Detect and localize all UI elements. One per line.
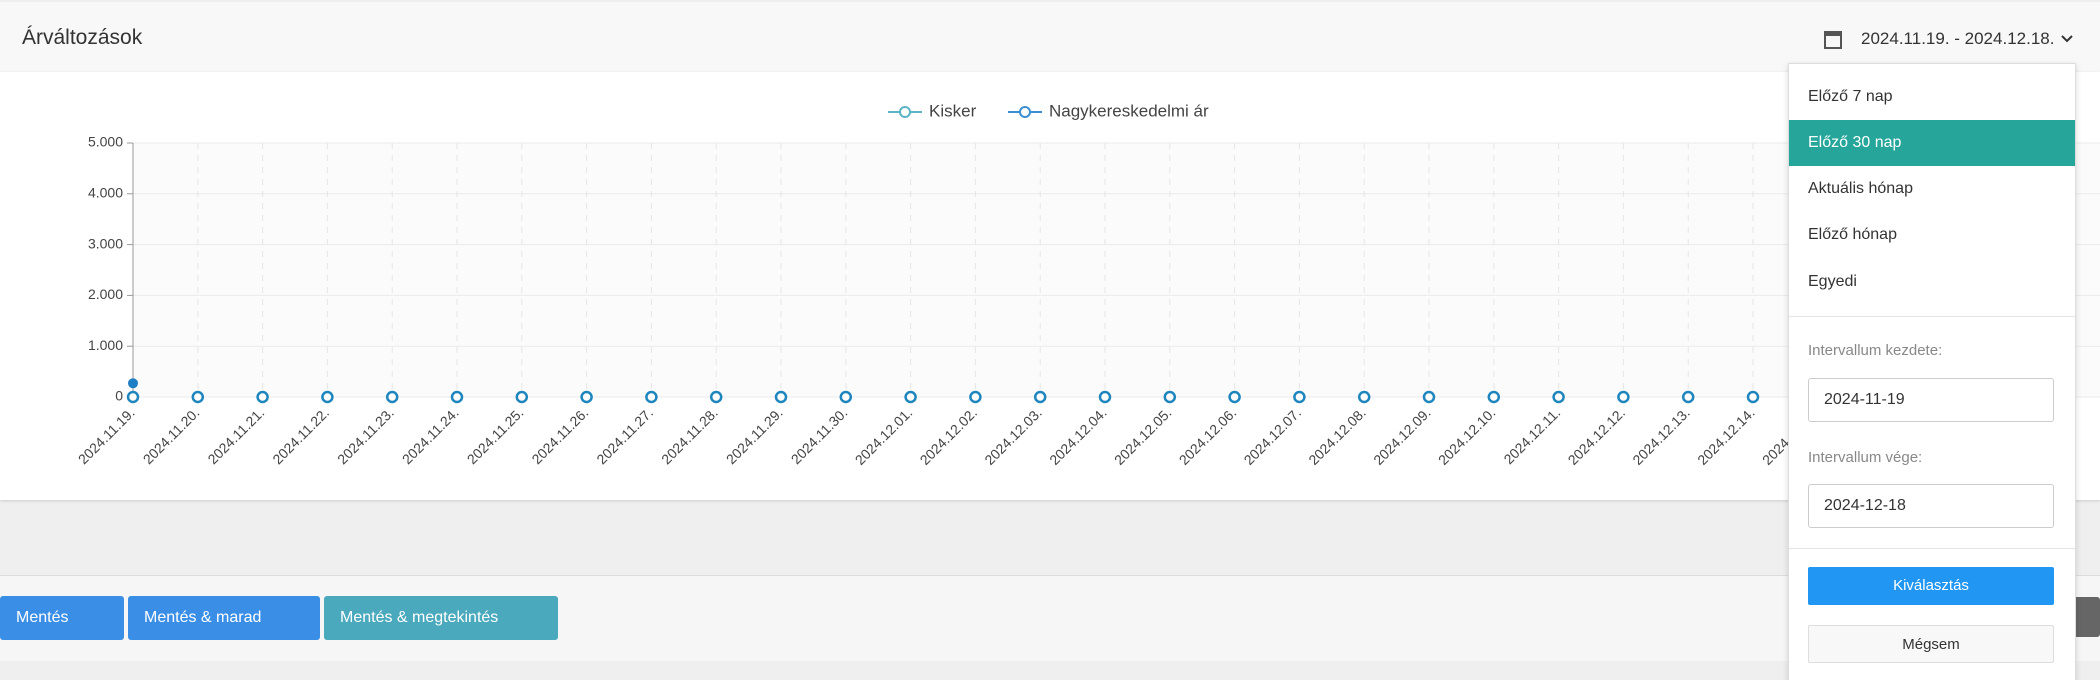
x-tick-label: 2024.11.27. [593,404,656,467]
point [256,390,269,404]
x-tick-label: 2024.12.01. [852,404,916,468]
x-tick-label: 2024.12.13. [1629,404,1693,468]
date-dropdown: Előző 7 nap Előző 30 nap Aktuális hónap … [1788,63,2076,680]
point [1293,390,1306,404]
calendar-icon [1824,31,1842,49]
value: 2024-11-19 [1824,391,1905,408]
y-tick-label: 4.000 [88,185,123,201]
x-tick-label: 2024.11.26. [528,404,591,467]
label: Mentés [16,609,69,626]
x-tick-label: 2024.12.06. [1176,404,1240,468]
point [515,390,529,404]
x-tick-label: 2024.12.11. [1500,404,1563,467]
point [1422,390,1436,404]
save-view-button[interactable]: Mentés & megtekintés [324,596,558,640]
point [321,390,334,404]
point [1228,390,1241,404]
start-input[interactable]: 2024-11-19 [1808,378,2054,422]
x-tick-label: 2024.11.24. [399,404,462,467]
point [839,390,853,404]
y-tick-label: 5.000 [88,134,123,150]
x-tick-label: 2024.12.02. [917,404,981,468]
x-tick-label: 2024.12.04. [1046,404,1110,468]
page-title: Árváltozások [22,26,143,49]
x-tick-label: 2024.11.30. [788,404,851,467]
point [709,390,723,404]
point [1681,390,1695,404]
x-tick-label: 2024.12.14. [1694,404,1758,468]
save-button[interactable]: Mentés [0,596,124,640]
point [1746,390,1760,404]
point [1617,390,1630,404]
y-tick-label: 0 [115,388,123,404]
cancel-button[interactable]: Mégsem [1808,625,2054,663]
legend-marker [899,106,911,118]
point [580,390,593,404]
legend-label: Kisker [929,101,977,120]
point [1487,390,1501,404]
point [1357,390,1371,404]
value: 2024-12-18 [1824,497,1906,514]
x-tick-label: 2024.12.08. [1305,404,1369,468]
date-range[interactable]: 2024.11.19. - 2024.12.18. [1861,29,2055,48]
x-tick-label: 2024.11.28. [658,404,721,467]
x-tick-label: 2024.12.12. [1565,404,1629,468]
x-tick-label: 2024.11.19. [75,404,138,467]
point [1098,390,1112,404]
x-tick-label: 2024.12.03. [981,404,1045,468]
y-tick-label: 3.000 [88,235,123,251]
submit-button[interactable]: Kiválasztás [1808,567,2054,605]
x-tick-label: 2024.11.21. [204,404,267,467]
chevron[interactable] [2060,34,2074,44]
x-tick-label: 2024.11.29. [723,404,786,467]
x-tick-label: 2024.12.10. [1435,404,1499,468]
point [774,390,788,404]
x-tick-label: 2024.11.25. [464,404,527,467]
option[interactable]: Előző hónap [1808,226,1897,243]
point [904,390,917,404]
x-tick-label: 2024.11.20. [140,404,203,467]
option[interactable]: Aktuális hónap [1808,180,1913,197]
point [126,390,140,404]
point [191,390,205,404]
save-stay-button[interactable]: Mentés & marad [128,596,320,640]
divider [1789,548,2075,549]
point [969,390,982,404]
y-tick-label: 1.000 [88,337,123,353]
option-active[interactable]: Előző 30 nap [1789,120,2075,166]
legend-label: Nagykereskedelmi ár [1049,101,1209,120]
x-tick-label: 2024.12.09. [1370,404,1434,468]
x-tick-label: 2024.12.07. [1241,404,1305,468]
x-tick-label: 2024.11.23. [334,404,397,467]
header: Árváltozások 2024.11.19. - 2024.12.18. [0,2,2100,73]
start-label: Intervallum kezdete: [1808,342,1943,359]
point [1552,390,1565,404]
chart-card: 0 1.000 2.000 3.000 4.000 5.000 2024.11.19. 202… [0,72,2100,500]
end-label: Intervallum vége: [1808,449,1923,466]
point [1163,390,1177,404]
point [128,378,138,389]
label: Mentés & megtekintés [340,609,499,626]
label: Mentés & marad [144,609,262,626]
end-input[interactable]: 2024-12-18 [1808,484,2054,528]
point [385,390,399,404]
y-tick-label: 2.000 [88,286,123,302]
point [450,390,464,404]
x-tick-label: 2024.11.22. [269,404,332,467]
option[interactable]: Előző 7 nap [1808,88,1893,105]
point [1033,390,1047,404]
divider [1789,316,2075,317]
x-tick-label: 2024.12.05. [1111,404,1175,468]
legend-marker [1019,106,1031,118]
option[interactable]: Egyedi [1808,273,1857,290]
plot-area [133,143,2100,397]
point [645,390,658,404]
